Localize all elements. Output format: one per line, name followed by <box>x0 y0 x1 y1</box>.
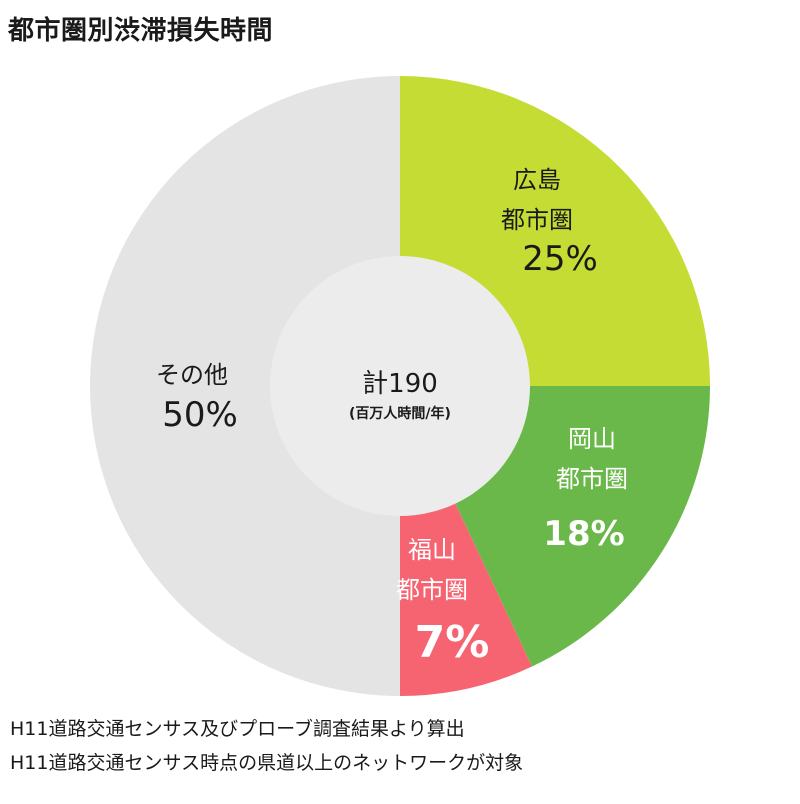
slice-name-label: その他 <box>156 361 228 389</box>
footnote: H11道路交通センサス時点の県道以上のネットワークが対象 <box>10 752 524 774</box>
footnotes: H11道路交通センサス及びプローブ調査結果より算出 H11道路交通センサス時点の… <box>10 712 523 780</box>
slice-name-label: 都市圏 <box>556 465 628 493</box>
slice-value-label: 50% <box>162 395 238 435</box>
slice-value-label: 18% <box>543 514 624 554</box>
center-total-label: 計190 <box>362 369 438 399</box>
slice-value-label: 25% <box>522 239 598 279</box>
footnote: H11道路交通センサス及びプローブ調査結果より算出 <box>10 718 465 740</box>
center-unit-label: (百万人時間/年) <box>349 405 451 422</box>
slice-name-label: 都市圏 <box>396 576 468 604</box>
center-hole <box>270 256 530 516</box>
slice-name-label: 都市圏 <box>501 206 573 234</box>
chart-title: 都市圏別渋滞損失時間 <box>8 16 274 46</box>
slice-name-label: 広島 <box>513 166 561 194</box>
slice-name-label: 福山 <box>408 536 456 564</box>
slice-name-label: 岡山 <box>568 425 616 453</box>
slice-value-label: 7% <box>415 617 490 668</box>
pie-slice <box>90 76 400 696</box>
